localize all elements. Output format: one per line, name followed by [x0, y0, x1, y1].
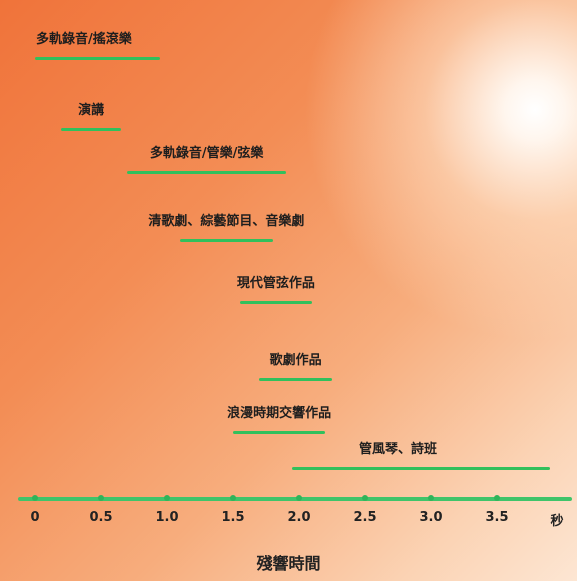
- range-bar: [233, 431, 326, 434]
- range-bar: [35, 57, 161, 60]
- axis-tick: [362, 495, 368, 501]
- axis-tick: [296, 495, 302, 501]
- range-label: 演講: [78, 103, 105, 118]
- range-bar: [292, 467, 550, 470]
- range-label: 浪漫時期交響作品: [227, 406, 332, 421]
- axis-tick-label: 1.5: [221, 510, 245, 525]
- axis-tick: [32, 495, 38, 501]
- axis-tick: [98, 495, 104, 501]
- range-bar: [239, 301, 313, 304]
- axis-tick-label: 3.5: [485, 510, 509, 525]
- axis-tick: [230, 495, 236, 501]
- axis-unit-label: 秒: [550, 514, 564, 529]
- axis-tick-label: 3.0: [419, 510, 443, 525]
- axis-tick-label: 2.0: [287, 510, 311, 525]
- axis-tick-label: 0: [30, 510, 40, 525]
- axis-tick-label: 1.0: [155, 510, 179, 525]
- range-label: 管風琴、詩班: [358, 442, 438, 457]
- axis-tick-label: 2.5: [353, 510, 377, 525]
- range-bar: [127, 171, 286, 174]
- time-axis-line: [18, 497, 572, 501]
- range-bar: [259, 378, 332, 381]
- axis-title: 殘響時間: [256, 554, 321, 573]
- range-label: 現代管弦作品: [236, 276, 315, 291]
- range-label: 歌劇作品: [269, 353, 322, 368]
- axis-tick-label: 0.5: [89, 510, 113, 525]
- range-label: 清歌劇、綜藝節目、音樂劇: [148, 214, 305, 229]
- range-label: 多軌錄音/搖滾樂: [36, 32, 132, 47]
- axis-tick: [164, 495, 170, 501]
- range-bar: [180, 239, 273, 242]
- axis-tick: [428, 495, 434, 501]
- range-bar: [61, 128, 121, 131]
- axis-tick: [494, 495, 500, 501]
- range-label: 多軌錄音/管樂/弦樂: [149, 146, 264, 161]
